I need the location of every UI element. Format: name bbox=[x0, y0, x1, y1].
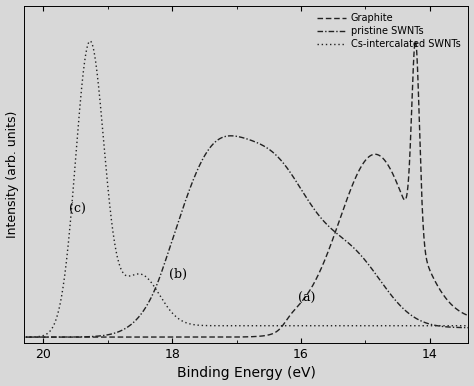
Graphite bbox=[38, 335, 44, 339]
Cs-intercalated SWNTs bbox=[472, 323, 474, 328]
Graphite bbox=[412, 39, 418, 43]
Graphite bbox=[225, 335, 231, 339]
Legend: Graphite, pristine SWNTs, Cs-intercalated SWNTs: Graphite, pristine SWNTs, Cs-intercalate… bbox=[314, 10, 464, 52]
pristine SWNTs bbox=[228, 134, 234, 138]
X-axis label: Binding Energy (eV): Binding Energy (eV) bbox=[177, 366, 316, 381]
pristine SWNTs bbox=[459, 325, 465, 330]
pristine SWNTs bbox=[225, 134, 231, 138]
Graphite bbox=[15, 335, 20, 339]
Graphite bbox=[459, 310, 465, 315]
Cs-intercalated SWNTs bbox=[87, 39, 93, 43]
Line: Graphite: Graphite bbox=[18, 41, 474, 337]
pristine SWNTs bbox=[472, 325, 474, 330]
Cs-intercalated SWNTs bbox=[15, 335, 20, 339]
Graphite bbox=[237, 335, 243, 339]
Y-axis label: Intensity (arb. units): Intensity (arb. units) bbox=[6, 111, 18, 238]
Graphite bbox=[375, 152, 381, 157]
Cs-intercalated SWNTs bbox=[459, 323, 465, 328]
Cs-intercalated SWNTs bbox=[459, 323, 465, 328]
Graphite bbox=[472, 315, 474, 320]
Text: (c): (c) bbox=[69, 203, 86, 216]
pristine SWNTs bbox=[459, 325, 465, 330]
Graphite bbox=[459, 310, 465, 315]
pristine SWNTs bbox=[237, 135, 243, 139]
Cs-intercalated SWNTs bbox=[375, 323, 381, 328]
Text: (a): (a) bbox=[298, 291, 315, 305]
Line: Cs-intercalated SWNTs: Cs-intercalated SWNTs bbox=[18, 41, 474, 337]
Cs-intercalated SWNTs bbox=[237, 323, 243, 328]
pristine SWNTs bbox=[38, 335, 44, 339]
Cs-intercalated SWNTs bbox=[225, 323, 231, 328]
Text: (b): (b) bbox=[169, 268, 187, 281]
pristine SWNTs bbox=[15, 335, 20, 339]
Line: pristine SWNTs: pristine SWNTs bbox=[18, 136, 474, 337]
Cs-intercalated SWNTs bbox=[38, 334, 44, 339]
pristine SWNTs bbox=[375, 275, 381, 279]
